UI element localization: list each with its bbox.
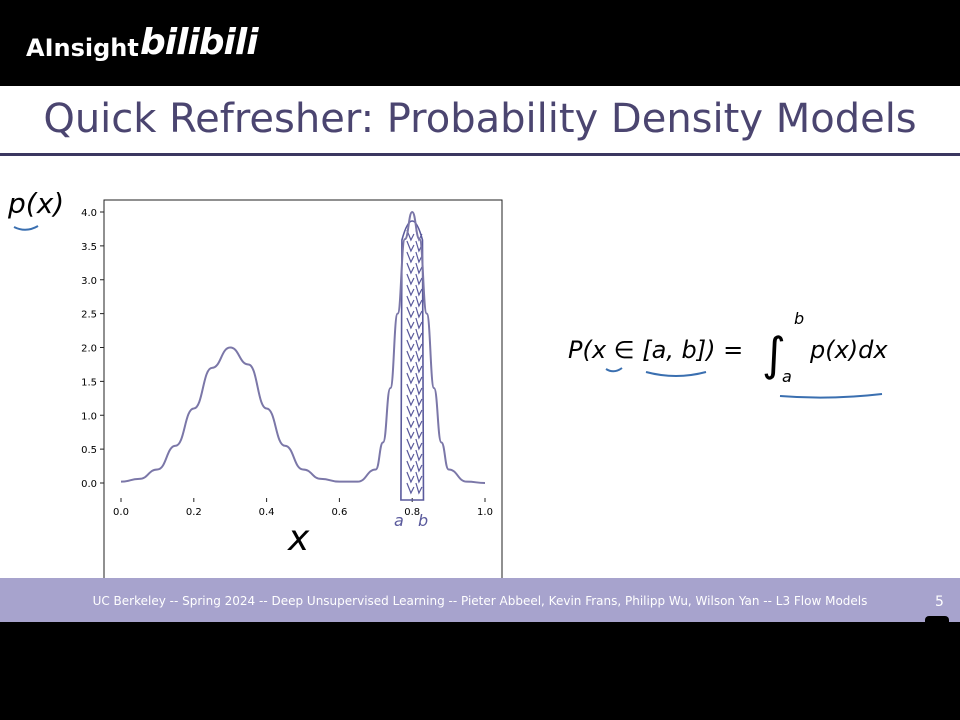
density-chart: p(x) x 0.0 0.2 0.4 0.6 0.8 1.0 0.0 0.5 1.0 1.5 2.0…: [7, 187, 888, 578]
video-top-bar: AInsight bilibili: [0, 0, 960, 86]
hatch-mark: [406, 240, 423, 253]
ylabel-underline: [13, 225, 39, 231]
equation-integral-sign: ∫: [762, 327, 786, 381]
hatch-mark: [406, 339, 423, 352]
player-control-icon: [925, 616, 949, 626]
hatch-mark: [406, 460, 423, 473]
interval-outline: [400, 220, 425, 501]
hatch-mark: [406, 251, 423, 264]
hatch-mark: [406, 284, 423, 297]
hatch-mark: [406, 306, 423, 319]
axis-ticks: 0.0 0.2 0.4 0.6 0.8 1.0 0.0 0.5 1.0 1.5 2.0 2.5 3.0 3…: [81, 208, 493, 518]
hatch-mark: [406, 372, 423, 385]
underline-x: [605, 367, 623, 373]
page-number: 5: [935, 594, 944, 610]
x-tick-label: 1.0: [477, 507, 493, 518]
interval-label-a: a: [394, 511, 404, 530]
slide-title-bar: Quick Refresher: Probability Density Mod…: [0, 86, 960, 156]
slide: Quick Refresher: Probability Density Mod…: [0, 86, 960, 578]
equation-integrand: p(x)dx: [809, 336, 888, 364]
hatch-mark: [406, 317, 423, 330]
channel-brand: AInsight: [26, 34, 139, 62]
hatch-mark: [406, 328, 423, 341]
equation-upper-limit: b: [794, 309, 804, 328]
slide-footer: UC Berkeley -- Spring 2024 -- Deep Unsup…: [0, 578, 960, 622]
y-tick-label: 3.0: [81, 276, 97, 287]
hatch-mark: [406, 295, 423, 308]
density-curve: [120, 210, 486, 484]
equation-lhs: P(x ∈ [a, b]) =: [568, 336, 743, 364]
video-bottom-bar: [0, 622, 960, 720]
bilibili-watermark: bilibili: [140, 22, 259, 63]
y-tick-label: 2.0: [81, 344, 97, 355]
hatch-mark: [406, 471, 423, 484]
hatch-mark: [406, 262, 423, 275]
interval-label-b: b: [418, 511, 428, 530]
hatch-mark: [406, 416, 423, 429]
hatch-mark: [406, 438, 423, 451]
y-tick-label: 0.5: [81, 445, 97, 456]
x-tick-label: 0.8: [404, 507, 420, 518]
hatch-mark: [406, 482, 423, 495]
hatch-mark: [406, 273, 423, 286]
underline-interval: [645, 371, 707, 377]
y-tick-label: 0.0: [81, 479, 97, 490]
chart-xlabel: x: [287, 518, 310, 559]
title-divider: [0, 153, 960, 156]
hatch-mark: [406, 383, 423, 396]
y-tick-label: 2.5: [81, 310, 97, 321]
x-tick-label: 0.2: [186, 507, 202, 518]
y-tick-label: 1.0: [81, 411, 97, 422]
footer-text: UC Berkeley -- Spring 2024 -- Deep Unsup…: [92, 594, 868, 608]
hatch-mark: [406, 405, 423, 418]
x-tick-label: 0.6: [331, 507, 347, 518]
hatch-mark: [406, 361, 423, 374]
hatch-mark: [406, 350, 423, 363]
x-tick-label: 0.0: [113, 507, 129, 518]
x-tick-label: 0.4: [259, 507, 275, 518]
y-tick-label: 4.0: [81, 208, 97, 219]
hatch-mark: [406, 427, 423, 440]
chart-ylabel: p(x): [7, 187, 64, 220]
hatch-mark: [406, 394, 423, 407]
plot-frame: [103, 199, 503, 578]
hatch-mark: [406, 449, 423, 462]
underline-integral: [779, 393, 883, 399]
slide-title: Quick Refresher: Probability Density Mod…: [43, 96, 917, 142]
interval-hatching: [400, 220, 425, 501]
equation-lower-limit: a: [782, 367, 792, 386]
probability-equation: P(x ∈ [a, b]) = ∫ b a p(x)dx: [568, 309, 888, 399]
y-tick-label: 1.5: [81, 377, 97, 388]
y-tick-label: 3.5: [81, 242, 97, 253]
